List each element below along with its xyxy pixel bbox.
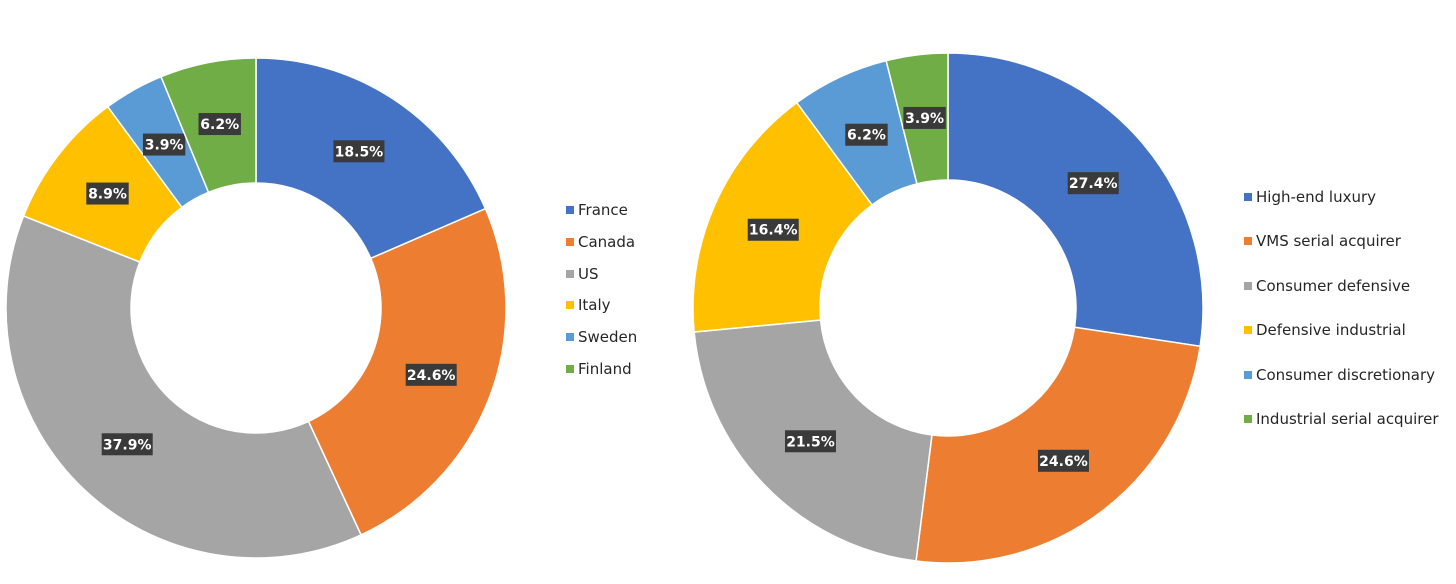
data-label-text: 24.6% <box>1039 454 1088 470</box>
legend-item-defensive-industrial: Defensive industrial <box>1244 320 1406 340</box>
legend-label: High-end luxury <box>1256 188 1377 206</box>
donut-chart-sectors: 27.4% 24.6% 21.5% 16.4% 6.2% 3.9% <box>692 52 1204 564</box>
data-label: 37.9% <box>101 433 153 456</box>
legend-swatch <box>566 365 574 373</box>
data-label-box <box>784 430 836 453</box>
data-label: 6.2% <box>845 123 888 146</box>
data-label-text: 21.5% <box>786 434 835 450</box>
legend-item-us: US <box>566 264 599 284</box>
data-label-text: 24.6% <box>407 368 456 384</box>
legend-swatch <box>1244 237 1252 246</box>
data-label: 27.4% <box>1067 172 1119 195</box>
legend-item-france: France <box>566 200 628 220</box>
donut-segment-defensive-industrial <box>692 101 874 333</box>
legend-swatch <box>1244 370 1252 379</box>
legend-label: Industrial serial acquirer <box>1256 410 1439 428</box>
donut-segment-vms-serial-acquirer <box>915 326 1201 564</box>
data-label-box <box>845 123 888 146</box>
legend-swatch <box>1244 281 1252 290</box>
data-label-box <box>86 182 129 205</box>
legend-swatch <box>1244 326 1252 335</box>
data-label-box <box>903 106 946 129</box>
legend-swatch <box>566 301 574 310</box>
legend-swatch <box>566 269 574 278</box>
data-label-box <box>405 363 457 386</box>
donut-chart-countries: 18.5% 24.6% 37.9% 8.9% 3.9% 6.2% <box>5 57 507 559</box>
data-label-text: 3.9% <box>145 138 184 154</box>
data-label: 6.2% <box>198 113 241 136</box>
data-label-text: 6.2% <box>200 117 239 133</box>
data-label: 16.4% <box>747 218 799 241</box>
legend-label: Finland <box>578 360 632 378</box>
legend-item-high-end-luxury: High-end luxury <box>1244 187 1376 207</box>
legend-swatch <box>566 237 574 246</box>
legend-label: US <box>578 264 599 283</box>
data-label-text: 18.5% <box>335 144 384 160</box>
data-label-text: 37.9% <box>103 437 152 453</box>
data-label: 3.9% <box>142 133 186 156</box>
legend-label: Italy <box>578 296 611 315</box>
legend-label: Consumer discretionary <box>1256 365 1436 384</box>
legend-countries: France Canada US Italy Sweden Finland <box>566 0 686 584</box>
data-label-box <box>198 113 241 136</box>
legend-swatch <box>1244 193 1252 201</box>
legend-item-consumer-defensive: Consumer defensive <box>1244 276 1410 296</box>
donut-segment-us <box>5 214 363 559</box>
legend-label: Sweden <box>578 328 638 347</box>
data-label-text: 3.9% <box>905 111 944 127</box>
legend-label: VMS serial acquirer <box>1256 232 1401 251</box>
legend-item-industrial-serial-acquirer: Industrial serial acquirer <box>1244 409 1439 429</box>
legend-label: Consumer defensive <box>1256 276 1411 295</box>
data-label-text: 27.4% <box>1069 176 1118 192</box>
data-label-text: 8.9% <box>88 187 127 203</box>
legend-item-canada: Canada <box>566 232 635 252</box>
legend-sectors: High-end luxury VMS serial acquirer Consum… <box>1244 0 1449 584</box>
legend-item-italy: Italy <box>566 295 611 315</box>
legend-label: Canada <box>578 232 636 251</box>
data-label: 24.6% <box>1037 449 1089 472</box>
data-label-text: 16.4% <box>749 223 798 239</box>
data-label-box <box>101 433 153 456</box>
legend-swatch <box>566 333 574 342</box>
legend-swatch <box>566 206 574 214</box>
legend-item-sweden: Sweden <box>566 327 637 347</box>
legend-item-finland: Finland <box>566 359 632 379</box>
data-label: 8.9% <box>86 182 129 205</box>
data-label: 24.6% <box>405 363 457 386</box>
data-label-box <box>142 133 186 156</box>
data-label: 3.9% <box>903 106 946 129</box>
data-label-box <box>1067 172 1119 195</box>
legend-item-consumer-discretionary: Consumer discretionary <box>1244 365 1435 385</box>
data-label-text: 6.2% <box>847 128 886 144</box>
legend-label: Defensive industrial <box>1256 321 1406 340</box>
legend-label: France <box>578 201 628 219</box>
legend-swatch <box>1244 415 1252 423</box>
data-label: 18.5% <box>333 140 385 163</box>
donut-segment-high-end-luxury <box>947 52 1204 348</box>
data-label-box <box>333 140 385 163</box>
data-label: 21.5% <box>784 430 836 453</box>
data-label-box <box>1037 449 1089 472</box>
legend-item-vms-serial-acquirer: VMS serial acquirer <box>1244 231 1401 251</box>
data-label-box <box>747 218 799 241</box>
